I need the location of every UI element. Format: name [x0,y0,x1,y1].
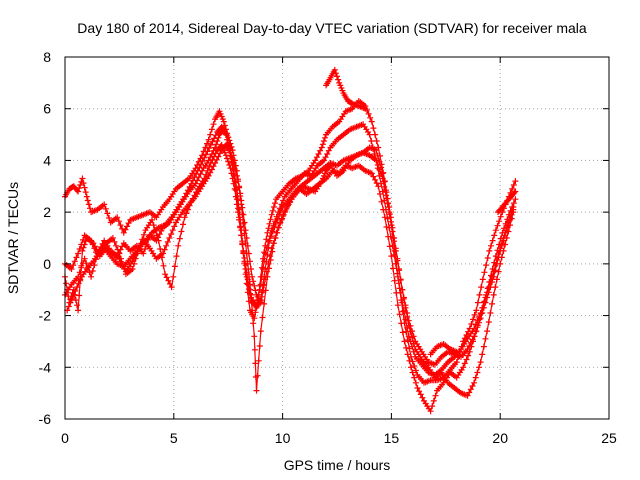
x-tick-label: 20 [492,430,508,446]
y-axis-label: SDTVAR / TECUs [5,182,21,294]
series-trace-4-line [66,144,514,397]
y-tick-label: -6 [39,411,52,427]
y-tick-label: -2 [39,308,52,324]
y-tick-label: 0 [43,256,51,272]
y-tick-label: 4 [43,152,51,168]
plot-frame [64,56,610,420]
x-tick-label: 10 [275,430,291,446]
y-tick-label: 2 [43,204,51,220]
x-tick-label: 25 [601,430,617,446]
series-trace-8-line [497,190,517,213]
x-axis-label: GPS time / hours [284,457,391,473]
x-tick-label: 0 [61,430,69,446]
x-tick-label: 15 [384,430,400,446]
y-tick-label: -4 [39,359,52,375]
series-trace-5-line [64,144,514,366]
y-tick-label: 6 [43,101,51,117]
ticks: 0 5 10 15 20 25 -6 -4 -2 0 2 4 6 8 [39,49,617,446]
y-tick-label: 8 [43,49,51,65]
series-trace-7-line [430,343,458,355]
x-tick-label: 5 [170,430,178,446]
series-group [62,66,519,415]
chart-title: Day 180 of 2014, Sidereal Day-to-day VTE… [77,20,587,36]
series-trace-1-line [64,100,517,384]
series-trace-6-line [325,69,366,110]
